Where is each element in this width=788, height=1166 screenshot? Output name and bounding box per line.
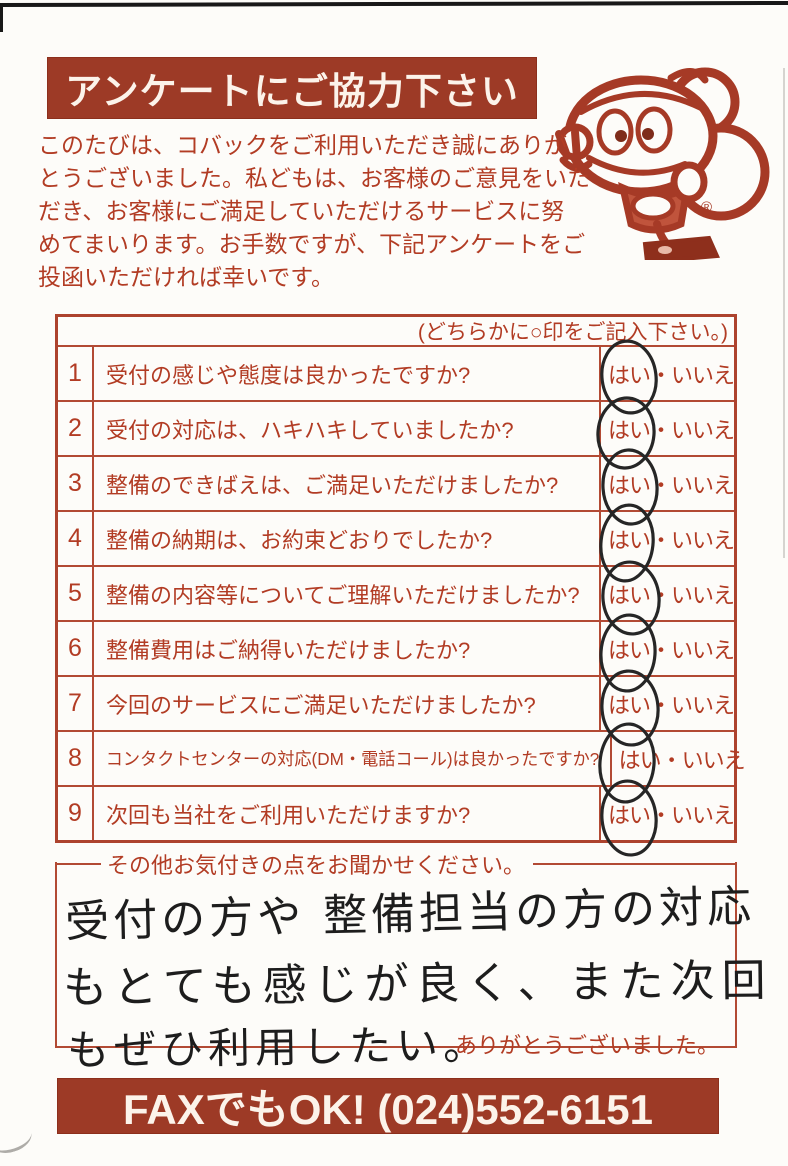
table-row: 1 受付の感じや態度は良かったですか? はい・いいえ: [58, 345, 735, 400]
row-number: 5: [58, 567, 94, 620]
rule-line: [533, 863, 735, 865]
intro-line: 投函いただければ幸いです。: [38, 264, 335, 290]
row-number: 7: [58, 677, 94, 730]
comments-section: その他お気付きの点をお聞かせください。 受付の方や 整備担当の方の対応 もとても…: [55, 853, 773, 1075]
question-text: コンタクトセンターの対応(DM・電話コール)は良かったですか?: [105, 749, 600, 769]
table-row: 8 コンタクトセンターの対応(DM・電話コール)は良かったですか? はい・いいえ: [58, 730, 746, 785]
table-row: 5 整備の内容等についてご理解いただけましたか? はい・いいえ: [58, 565, 735, 620]
intro-line: とうございました。私どもは、お客様のご意見をいた: [38, 165, 590, 191]
answer-options: はい・いいえ: [599, 622, 735, 675]
kobac-monkey-mascot-icon: ®: [553, 60, 771, 265]
question-text: 受付の感じや態度は良かったですか?: [106, 362, 471, 388]
question-text: 整備のできばえは、ご満足いただけましたか?: [106, 472, 559, 498]
row-number: 8: [58, 732, 94, 785]
comments-prompt: その他お気付きの点をお聞かせください。: [107, 853, 526, 878]
comments-header: その他お気付きの点をお聞かせください。: [57, 848, 735, 880]
answer-options: はい・いいえ: [599, 512, 735, 565]
table-row: 6 整備費用はご納得いただけましたか? はい・いいえ: [58, 620, 735, 675]
survey-instruction: (どちらかに○印をご記入下さい。): [417, 321, 728, 344]
answer-options: はい・いいえ: [599, 677, 735, 730]
row-number: 6: [58, 622, 94, 675]
intro-line: だき、お客様にご満足していただけるサービスに努: [38, 198, 565, 224]
answer-options: はい・いいえ: [599, 347, 735, 400]
answer-options: はい・いいえ: [599, 402, 735, 455]
survey-table: (どちらかに○印をご記入下さい。) 1 受付の感じや態度は良かったですか? はい…: [55, 314, 746, 857]
table-row: 3 整備のできばえは、ご満足いただけましたか? はい・いいえ: [58, 455, 735, 510]
handwritten-comment-line: もとても感じが良く、また次回: [62, 955, 773, 1014]
row-number: 2: [58, 402, 94, 455]
row-number: 1: [58, 347, 94, 400]
rule-line: [57, 863, 101, 865]
table-row: 7 今回のサービスにご満足いただけましたか? はい・いいえ: [58, 675, 735, 730]
question-text: 今回のサービスにご満足いただけましたか?: [106, 692, 536, 718]
registered-trademark-glyph: ®: [701, 199, 712, 216]
table-row: 2 受付の対応は、ハキハキしていましたか? はい・いいえ: [58, 400, 735, 455]
row-number: 4: [58, 512, 94, 565]
intro-line: めてまいります。お手数ですが、下記アンケートをご: [38, 231, 586, 257]
scan-edge-top: [0, 0, 788, 8]
answer-options: はい・いいえ: [599, 457, 735, 510]
fax-number: FAXでもOK! (024)552-6151: [123, 1085, 653, 1133]
table-row: 9 次回も当社をご利用いただけますか? はい・いいえ: [58, 785, 735, 840]
question-text: 整備費用はご納得いただけましたか?: [106, 637, 471, 663]
scan-edge-left: [0, 6, 3, 32]
thanks-note: ありがとうございました。: [454, 1033, 719, 1058]
survey-title-banner: アンケートにご協力下さい: [47, 57, 537, 119]
survey-title: アンケートにご協力下さい: [65, 71, 519, 112]
question-text: 整備の内容等についてご理解いただけましたか?: [106, 582, 580, 608]
row-number: 3: [58, 457, 94, 510]
fax-banner: FAXでもOK! (024)552-6151: [57, 1078, 719, 1134]
question-text: 整備の納期は、お約束どおりでしたか?: [106, 527, 493, 553]
row-number: 9: [58, 787, 94, 840]
scan-edge-right: [783, 68, 785, 558]
question-text: 次回も当社をご利用いただけますか?: [106, 802, 471, 828]
answer-options: はい・いいえ: [599, 787, 735, 840]
handwritten-comment-line: 受付の方や 整備担当の方の対応: [64, 881, 756, 948]
handwritten-comment-line: もぜひ利用したい。: [66, 1020, 491, 1075]
question-text: 受付の対応は、ハキハキしていましたか?: [106, 417, 514, 443]
intro-paragraph: このたびは、コバックをご利用いただき誠にありが とうございました。私どもは、お客…: [38, 129, 613, 294]
answer-options: はい・いいえ: [609, 732, 746, 785]
answer-options: はい・いいえ: [599, 567, 735, 620]
intro-line: このたびは、コバックをご利用いただき誠にありが: [38, 132, 567, 158]
scan-smudge: [0, 1120, 35, 1158]
table-row: 4 整備の納期は、お約束どおりでしたか? はい・いいえ: [58, 510, 735, 565]
